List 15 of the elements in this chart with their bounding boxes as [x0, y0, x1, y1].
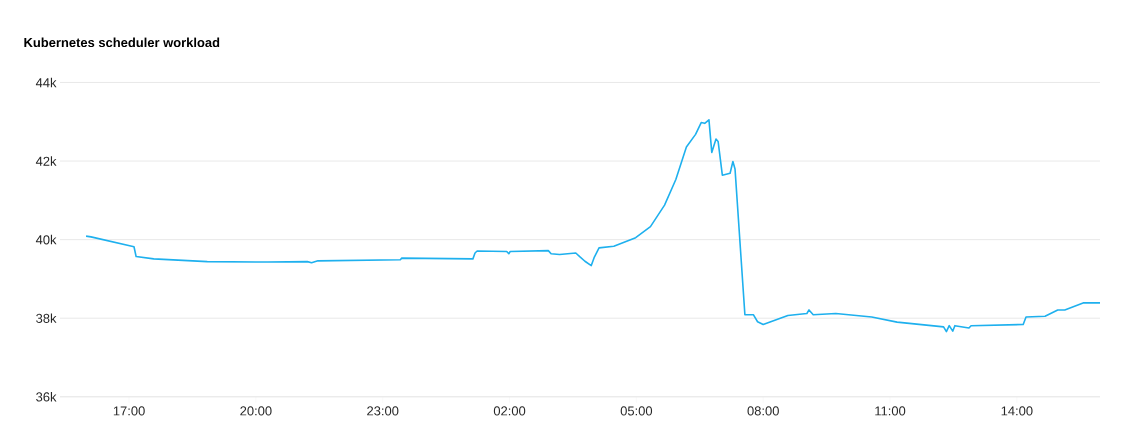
x-tick-label: 17:00	[113, 406, 145, 416]
line-series	[85, 119, 1101, 333]
x-tick-label: 23:00	[367, 406, 399, 416]
x-tick-label: 11:00	[875, 406, 906, 416]
y-tick-label: 36k	[36, 392, 57, 402]
x-tick-label: 20:00	[240, 406, 272, 416]
y-tick-label: 40k	[35, 234, 57, 245]
x-tick-label: 08:00	[747, 406, 779, 416]
x-tick-label: 05:00	[620, 406, 653, 416]
y-tick-label: 42k	[35, 156, 57, 166]
x-tick-label: 14:00	[1001, 406, 1033, 416]
y-tick-label: 38k	[36, 313, 57, 323]
y-tick-label: 44k	[35, 77, 57, 88]
x-tick-label: 02:00	[493, 406, 526, 416]
chart-title: Kubernetes scheduler workload	[24, 37, 220, 48]
